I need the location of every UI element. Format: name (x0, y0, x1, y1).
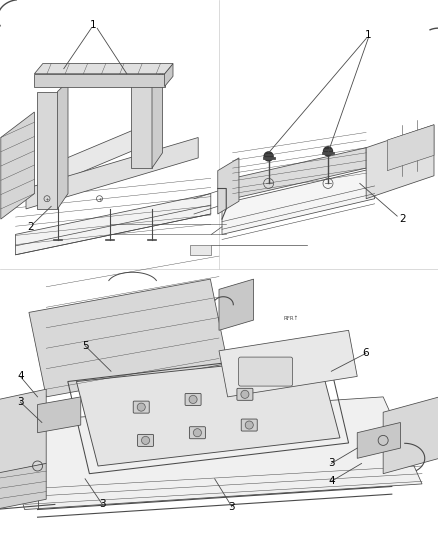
FancyBboxPatch shape (133, 401, 149, 413)
Text: 6: 6 (363, 349, 369, 358)
Circle shape (264, 152, 273, 161)
Polygon shape (357, 423, 400, 458)
Polygon shape (38, 397, 81, 433)
FancyBboxPatch shape (239, 357, 293, 386)
Polygon shape (387, 125, 434, 171)
Text: 2: 2 (27, 222, 34, 232)
Circle shape (137, 403, 145, 411)
Polygon shape (36, 92, 57, 209)
Polygon shape (0, 397, 422, 510)
Text: 4: 4 (328, 477, 335, 486)
Circle shape (324, 147, 332, 156)
Text: 1: 1 (90, 20, 96, 30)
Text: 5: 5 (82, 341, 88, 351)
Text: 1: 1 (365, 30, 371, 41)
Polygon shape (35, 74, 165, 86)
Polygon shape (218, 158, 239, 214)
Polygon shape (219, 330, 357, 397)
Circle shape (141, 437, 149, 445)
FancyBboxPatch shape (189, 427, 205, 439)
Polygon shape (15, 193, 211, 255)
FancyBboxPatch shape (138, 434, 154, 447)
Polygon shape (131, 82, 152, 168)
Polygon shape (219, 279, 254, 330)
Polygon shape (29, 279, 228, 397)
Text: 4: 4 (17, 372, 24, 382)
Circle shape (245, 421, 253, 429)
Polygon shape (57, 82, 68, 209)
Text: 2: 2 (399, 214, 406, 224)
Polygon shape (152, 71, 162, 168)
Polygon shape (222, 168, 374, 235)
FancyBboxPatch shape (241, 419, 257, 431)
Polygon shape (77, 356, 340, 466)
FancyBboxPatch shape (185, 393, 201, 406)
Polygon shape (43, 122, 152, 189)
Polygon shape (165, 63, 173, 86)
Polygon shape (0, 463, 46, 510)
Polygon shape (1, 112, 35, 219)
Circle shape (194, 429, 201, 437)
Text: 3: 3 (229, 502, 235, 512)
FancyBboxPatch shape (237, 389, 253, 400)
Circle shape (241, 390, 249, 398)
Text: RFR↑: RFR↑ (284, 316, 299, 321)
Text: 3: 3 (17, 397, 24, 407)
Polygon shape (35, 63, 173, 74)
Text: 3: 3 (99, 499, 106, 510)
Polygon shape (233, 148, 366, 199)
Polygon shape (366, 125, 434, 199)
Text: 3: 3 (328, 458, 335, 469)
Polygon shape (0, 389, 46, 474)
Polygon shape (190, 245, 211, 255)
Circle shape (189, 395, 197, 403)
Polygon shape (26, 138, 198, 209)
Polygon shape (383, 397, 438, 474)
